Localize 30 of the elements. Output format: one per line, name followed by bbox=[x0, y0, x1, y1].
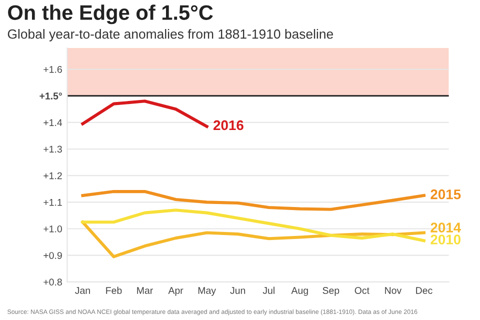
y-tick-label: +1.0 bbox=[44, 225, 62, 232]
line-series bbox=[81, 190, 426, 211]
x-tick-label: Jul bbox=[262, 286, 274, 294]
series-label: 2015 bbox=[430, 189, 461, 200]
x-tick-label: Jun bbox=[230, 287, 246, 294]
x-tick-label: Dec bbox=[416, 287, 432, 294]
y-tick-label: +1.1 bbox=[44, 199, 62, 206]
y-tick-label: +1.6 bbox=[44, 66, 62, 73]
x-tick-label: Aug bbox=[291, 287, 308, 296]
y-tick-label: +1.5° bbox=[40, 92, 62, 100]
series-label: 2010 bbox=[430, 234, 461, 244]
y-tick-label: +0.9 bbox=[44, 252, 62, 259]
chart-title: On the Edge of 1.5°C bbox=[8, 4, 213, 24]
x-tick-label: Jan bbox=[75, 287, 90, 294]
line-series bbox=[81, 208, 426, 242]
x-tick-label: Oct bbox=[354, 287, 370, 294]
series-label: 2014 bbox=[430, 222, 462, 232]
chart-subtitle: Global year-to-date anomalies from 1881-1910 baseline bbox=[8, 29, 333, 42]
y-tick-label: +0.8 bbox=[44, 278, 62, 286]
x-tick-label: May bbox=[198, 287, 216, 296]
x-tick-label: Feb bbox=[106, 286, 122, 294]
series-label: 2016 bbox=[213, 120, 244, 130]
x-tick-label: Sep bbox=[322, 287, 340, 296]
x-tick-label: Mar bbox=[137, 287, 153, 294]
y-tick-label: +1.3 bbox=[44, 146, 62, 153]
x-tick-label: Apr bbox=[168, 287, 184, 296]
y-tick-label: +1.2 bbox=[44, 172, 62, 180]
x-tick-label: Nov bbox=[385, 287, 402, 294]
y-tick-label: +1.4 bbox=[44, 119, 62, 126]
line-series bbox=[81, 100, 208, 128]
